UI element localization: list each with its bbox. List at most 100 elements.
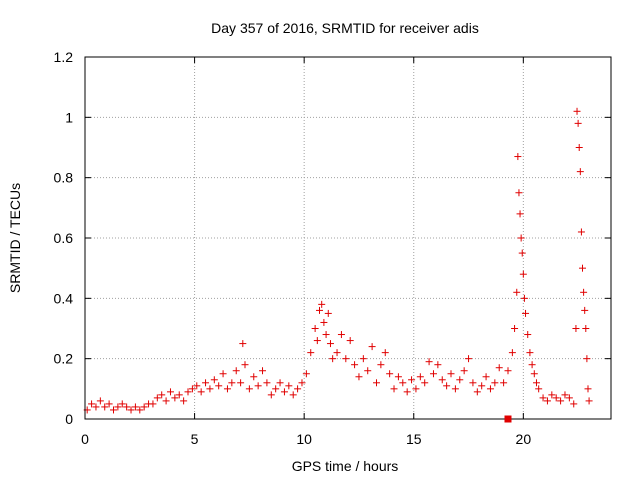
data-point [561,391,569,399]
data-point [581,306,589,314]
x-tick-label: 0 [81,431,89,447]
data-point [318,300,326,308]
data-point [368,343,376,351]
data-point [329,355,337,363]
data-point [456,376,464,384]
data-point [210,376,218,384]
data-point [324,309,332,317]
data-point [316,306,324,314]
data-point [355,373,363,381]
data-point [565,394,573,402]
data-point [272,385,280,393]
y-tick-label: 0.2 [54,351,74,367]
data-point [386,370,394,378]
data-point [580,288,588,296]
data-point [514,153,522,161]
data-point [285,382,293,390]
data-point [123,403,131,411]
data-point [518,249,526,257]
data-point [131,403,139,411]
data-point [517,234,525,242]
data-point [326,340,334,348]
data-point [158,391,166,399]
data-point [579,264,587,272]
data-point [351,361,359,369]
data-point [239,340,247,348]
x-tick-label: 15 [406,431,422,447]
data-point [346,337,354,345]
data-point [482,373,490,381]
data-point [372,379,380,387]
data-point [175,391,183,399]
data-point [552,394,560,402]
data-point [223,385,231,393]
data-point [377,361,385,369]
data-point [526,349,534,357]
data-point [447,370,455,378]
data-point [359,355,367,363]
data-point [421,379,429,387]
x-tick-label: 10 [296,431,312,447]
data-point [184,388,192,396]
data-point [307,349,315,357]
data-point [451,385,459,393]
chart-title: Day 357 of 2016, SRMTID for receiver adi… [211,20,479,36]
data-point [416,373,424,381]
data-point [259,367,267,375]
data-point [245,385,253,393]
data-point [241,361,249,369]
y-tick-label: 0.4 [54,290,74,306]
data-point [557,397,565,405]
data-point [202,379,210,387]
data-point [460,367,468,375]
data-point [399,379,407,387]
data-point [570,400,578,408]
data-point [412,385,420,393]
data-point [582,325,590,332]
data-point [473,388,481,396]
data-point [520,294,528,302]
data-point [311,325,319,332]
data-point [576,168,584,176]
data-point [342,355,350,363]
data-point [575,144,583,151]
data-point [171,394,179,402]
data-point [149,400,157,408]
data-point [302,370,310,378]
data-point [583,355,591,363]
data-point [508,349,516,357]
x-tick-label: 20 [516,431,532,447]
data-point [574,119,582,127]
data-point [573,107,581,115]
data-point [438,376,446,384]
data-point [504,367,512,375]
data-point [524,331,532,339]
data-point [528,361,536,369]
data-point [429,370,437,378]
data-point [465,355,473,363]
data-point [294,385,302,393]
data-point [250,373,258,381]
data-point [522,309,530,317]
y-tick-label: 1.2 [54,49,74,65]
data-point [188,385,196,393]
data-point [333,349,341,357]
data-point [320,318,328,326]
data-point [535,385,543,393]
square-marker [504,415,512,423]
data-point [313,337,321,345]
y-tick-label: 0 [65,411,73,427]
data-point [381,349,389,357]
data-point [548,391,556,399]
data-point [232,367,240,375]
data-point [140,403,148,411]
data-point [92,403,100,411]
data-point [96,397,104,405]
data-point [237,379,245,387]
data-points [83,107,593,414]
annotations [504,415,512,423]
y-tick-label: 1 [65,109,73,125]
data-point [127,406,135,414]
